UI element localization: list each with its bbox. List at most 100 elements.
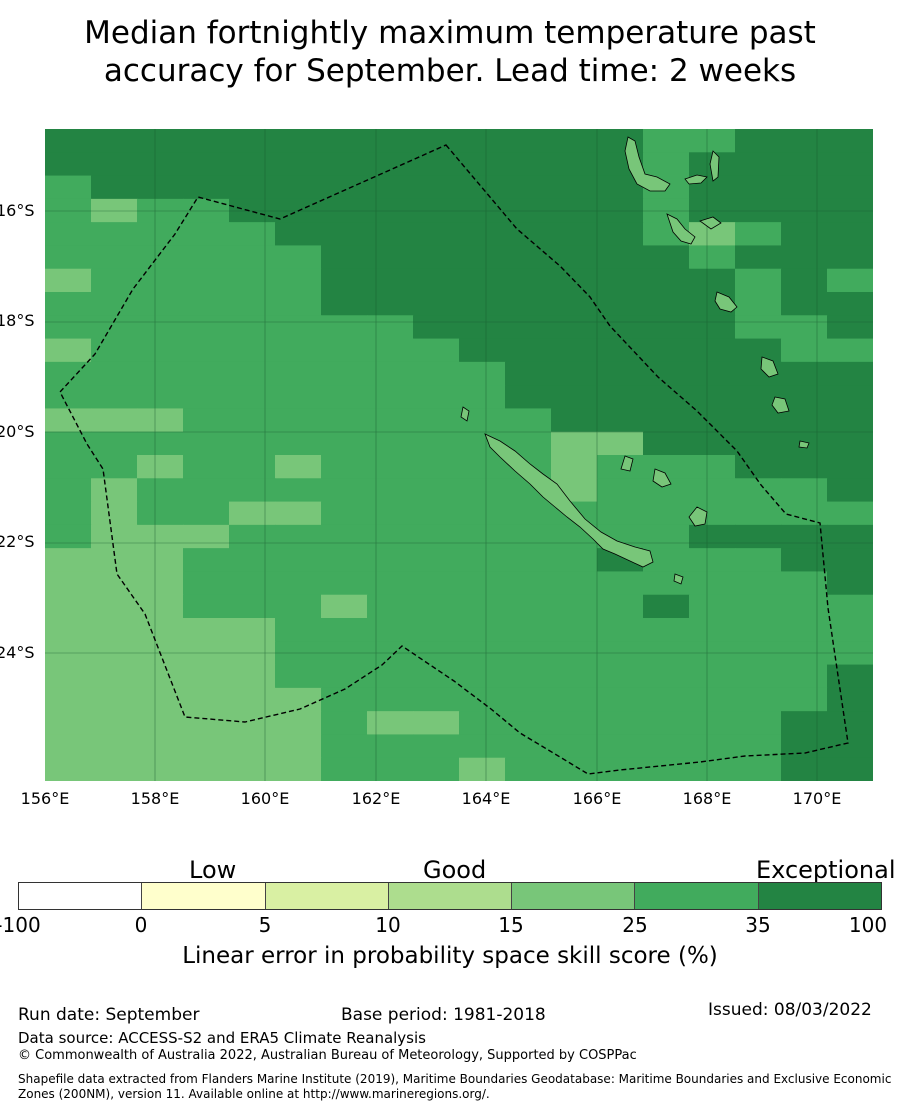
colorbar-segment — [512, 883, 636, 909]
skill-cell — [183, 338, 230, 363]
skill-cell — [91, 594, 138, 619]
skill-cell — [459, 478, 506, 503]
skill-cell — [367, 268, 414, 293]
skill-cell — [275, 757, 322, 781]
skill-cell — [781, 315, 828, 340]
skill-cell — [551, 571, 598, 596]
skill-cell — [551, 222, 598, 247]
skill-cell — [367, 664, 414, 689]
skill-cell — [643, 431, 690, 456]
skill-cell — [505, 664, 552, 689]
skill-cell — [321, 152, 368, 177]
skill-cell — [45, 222, 92, 247]
skill-cell — [597, 292, 644, 316]
skill-cell — [321, 571, 368, 596]
skill-cell — [367, 315, 414, 340]
skill-cell — [321, 711, 368, 736]
skill-cell — [229, 338, 276, 363]
skill-cell — [643, 338, 690, 363]
skill-cell — [413, 687, 460, 712]
skill-cell — [505, 315, 552, 340]
skill-cell — [689, 594, 736, 619]
skill-cell — [781, 594, 828, 619]
skill-cell — [689, 222, 736, 247]
skill-cell — [229, 408, 276, 433]
skill-cell — [597, 711, 644, 736]
colorbar-tick: 5 — [258, 913, 272, 937]
skill-cell — [229, 292, 276, 316]
skill-cell — [505, 618, 552, 642]
issued-date: Issued: 08/03/2022 — [708, 1000, 872, 1020]
skill-cell — [551, 455, 598, 479]
skill-cell — [413, 129, 460, 153]
skill-cell — [689, 524, 736, 549]
skill-cell — [45, 571, 92, 596]
skill-cell — [459, 315, 506, 340]
skill-cell — [91, 175, 138, 200]
skill-cell — [459, 408, 506, 433]
skill-cell — [413, 361, 460, 386]
skill-cell — [781, 501, 828, 526]
eez-boundary — [59, 144, 849, 775]
skill-cell — [45, 501, 92, 526]
skill-cell — [643, 734, 690, 759]
skill-cell — [551, 152, 598, 177]
base-period: Base period: 1981-2018 — [341, 1005, 546, 1025]
skill-cell — [275, 478, 322, 503]
skill-cell — [183, 385, 230, 410]
skill-cell — [505, 222, 552, 247]
skill-cell — [597, 408, 644, 433]
skill-cell — [45, 361, 92, 386]
skill-cell — [827, 152, 873, 177]
skill-cell — [643, 385, 690, 410]
skill-cell — [505, 757, 552, 781]
skill-cell — [459, 175, 506, 200]
skill-cell — [275, 292, 322, 316]
skill-cell — [45, 408, 92, 433]
skill-cell — [183, 687, 230, 712]
skill-cell — [413, 501, 460, 526]
skill-cell — [551, 618, 598, 642]
skill-cell — [413, 734, 460, 759]
skill-cell — [459, 385, 506, 410]
skill-cell — [229, 757, 276, 781]
skill-cell — [229, 501, 276, 526]
skill-cell — [597, 594, 644, 619]
skill-cell — [321, 408, 368, 433]
skill-cell — [183, 175, 230, 200]
skill-cell — [45, 687, 92, 712]
skill-cell — [781, 571, 828, 596]
skill-cell — [229, 385, 276, 410]
colorbar-label: Linear error in probability space skill … — [182, 943, 718, 969]
skill-cell — [367, 478, 414, 503]
skill-cell — [781, 548, 828, 573]
skill-cell — [827, 129, 873, 153]
skill-cell — [735, 455, 782, 479]
skill-cell — [91, 431, 138, 456]
skill-cell — [183, 245, 230, 270]
skill-cell — [413, 175, 460, 200]
skill-cell — [183, 711, 230, 736]
skill-cell — [137, 385, 184, 410]
skill-cell — [321, 245, 368, 270]
skill-cell — [137, 338, 184, 363]
skill-cell — [45, 524, 92, 549]
skill-cell — [367, 711, 414, 736]
skill-cell — [735, 338, 782, 363]
skill-cell — [597, 175, 644, 200]
lon-label-156e: 156°E — [20, 789, 70, 808]
skill-cell — [735, 431, 782, 456]
skill-cell — [137, 734, 184, 759]
skill-cell — [781, 292, 828, 316]
skill-cell — [827, 501, 873, 526]
skill-cell — [551, 385, 598, 410]
skill-cell — [827, 687, 873, 712]
skill-cell — [689, 385, 736, 410]
skill-cell — [45, 245, 92, 270]
skill-cell — [367, 129, 414, 153]
skill-cell — [505, 129, 552, 153]
skill-cell — [367, 222, 414, 247]
data-source: Data source: ACCESS-S2 and ERA5 Climate … — [18, 1029, 426, 1047]
skill-cell — [643, 315, 690, 340]
skill-cell — [183, 455, 230, 479]
